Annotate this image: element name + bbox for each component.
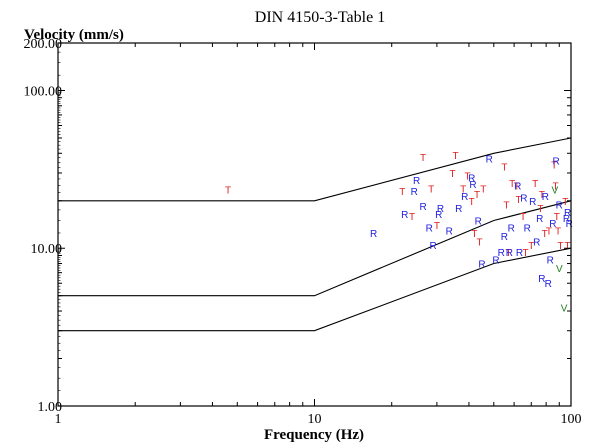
marker-t: T	[523, 248, 529, 259]
marker-t: T	[542, 229, 548, 240]
y-tick-label: 100.00	[24, 84, 63, 99]
data-markers: T TTTTTTTTTTTTTTTTTTTTTTTTTTTTTTTTTTTRRRR…	[225, 151, 573, 315]
marker-r: R	[533, 238, 540, 249]
marker-r: R	[411, 187, 418, 198]
marker-r: R	[538, 274, 545, 285]
marker-t: T	[503, 200, 509, 211]
marker-t: T	[471, 229, 477, 240]
marker-t: T	[555, 226, 561, 237]
marker-t: T	[474, 190, 480, 201]
marker-t: T	[520, 212, 526, 223]
marker-t: T	[225, 186, 231, 197]
marker-t: T	[552, 182, 558, 193]
marker-t: T	[453, 151, 459, 162]
marker-r: R	[549, 219, 556, 230]
marker-r: R	[520, 193, 527, 204]
marker-r: R	[563, 214, 570, 225]
marker-t: T	[476, 238, 482, 249]
marker-r: R	[370, 229, 377, 240]
marker-r: R	[547, 255, 554, 266]
marker-t: T	[420, 153, 426, 164]
marker-t: T	[501, 162, 507, 173]
marker-r: R	[426, 224, 433, 235]
marker-t: T	[449, 169, 455, 180]
y-axis-title: Velocity (mm/s)	[24, 27, 124, 43]
x-axis-title: Frequency (Hz)	[264, 427, 364, 443]
marker-t: T	[557, 241, 563, 252]
marker-t: T	[480, 184, 486, 195]
marker-r: R	[566, 219, 573, 230]
marker-r: R	[508, 224, 515, 235]
marker-t: T	[532, 179, 538, 190]
marker-t: T	[469, 197, 475, 208]
marker-t: T	[460, 184, 466, 195]
x-tick-label: 1	[55, 412, 62, 427]
marker-r: R	[564, 208, 571, 219]
marker-r: R	[437, 204, 444, 215]
marker-v: V	[551, 186, 558, 197]
marker-t: T	[554, 212, 560, 223]
marker-t: T	[537, 204, 543, 215]
axes: 1 10 100 1.00 10.00 100.00 200.00	[24, 37, 582, 427]
marker-t: T	[528, 241, 534, 252]
marker-r: R	[429, 241, 436, 252]
marker-r: R	[413, 176, 420, 187]
chart-title: DIN 4150-3-Table 1	[255, 9, 385, 26]
marker-r: R	[435, 210, 442, 221]
marker-r: R	[478, 260, 485, 271]
marker-t: T	[509, 179, 515, 190]
marker-r: R	[542, 192, 549, 203]
y-tick-label: 10.00	[31, 242, 63, 257]
marker-t: T	[562, 197, 568, 208]
limit-line	[58, 137, 572, 202]
marker-v: V	[561, 304, 568, 315]
marker-t: T	[565, 241, 571, 252]
marker-r: R	[401, 210, 408, 221]
marker-t: T	[428, 184, 434, 195]
marker-r: R	[475, 217, 482, 228]
y-tick-label: 200.00	[24, 37, 63, 52]
marker-r: R	[516, 248, 523, 259]
limit-line	[58, 247, 572, 332]
marker-t: T	[551, 160, 557, 171]
marker-t: T	[505, 248, 511, 259]
marker-r: R	[468, 174, 475, 185]
marker-r: R	[514, 182, 521, 193]
marker-t: T	[434, 221, 440, 232]
marker-t: T	[546, 226, 552, 237]
marker-v: V	[556, 264, 563, 275]
marker-r: R	[501, 232, 508, 243]
marker-t: T	[516, 195, 522, 206]
limit-line	[58, 200, 572, 297]
marker-t: T	[399, 187, 405, 198]
y-tick-label: 1.00	[38, 400, 63, 415]
plot-frame	[57, 42, 572, 407]
limit-lines	[58, 137, 572, 332]
marker-r: R	[469, 180, 476, 191]
marker-r: R	[524, 224, 531, 235]
marker-t: T	[514, 182, 520, 193]
marker-r: R	[556, 200, 563, 211]
marker-r: R	[486, 155, 493, 166]
marker-r: R	[461, 192, 468, 203]
x-tick-label: 100	[561, 412, 582, 427]
marker-t: T	[464, 171, 470, 182]
marker-r: R	[455, 204, 462, 215]
marker-t: T	[539, 190, 545, 201]
marker-r: R	[446, 226, 453, 237]
marker-r: R	[536, 214, 543, 225]
x-tick-label: 10	[308, 412, 322, 427]
marker-r: R	[545, 279, 552, 290]
marker-r: R	[529, 197, 536, 208]
marker-r: R	[498, 248, 505, 259]
marker-r: R	[552, 157, 559, 168]
marker-t: T	[409, 212, 415, 223]
marker-r: R	[492, 255, 499, 266]
marker-r: R	[419, 202, 426, 213]
marker-r: R	[506, 248, 513, 259]
